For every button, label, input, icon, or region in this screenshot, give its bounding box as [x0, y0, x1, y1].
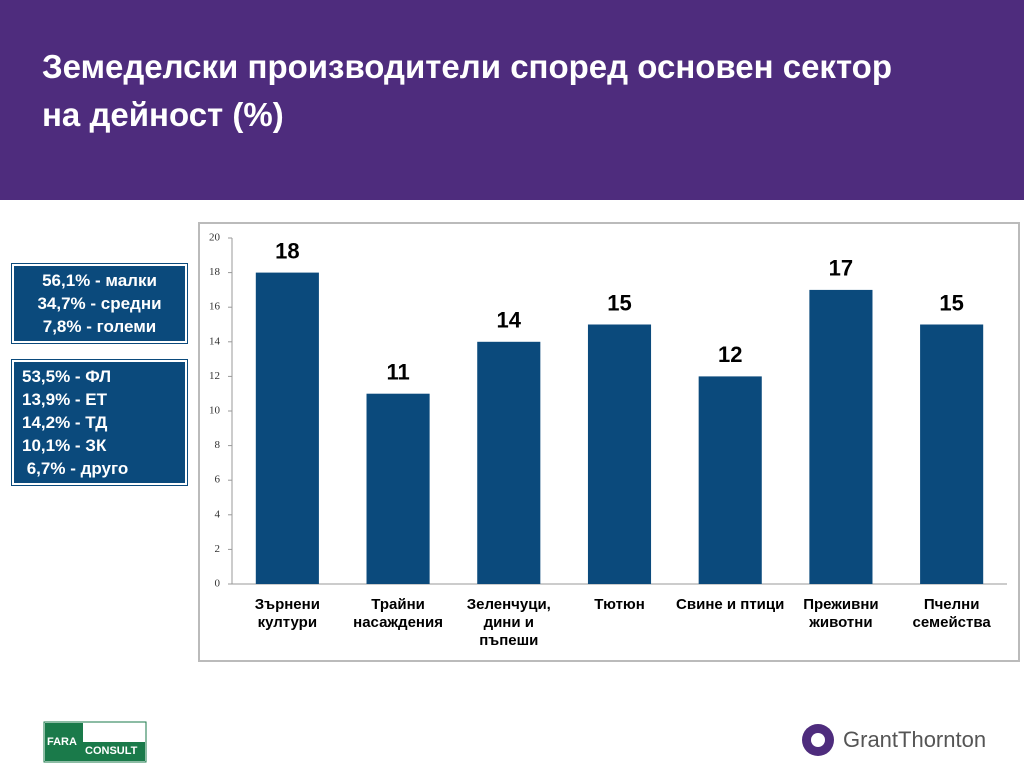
info-box: 53,5% - ФЛ 13,9% - ЕТ 14,2% - ТД 10,1% - ЗК…: [11, 359, 188, 486]
y-tick-label: 2: [215, 543, 221, 555]
logo-text: FARA: [47, 736, 77, 748]
y-tick-label: 8: [215, 439, 221, 451]
box-line: 10,1% - ЗК: [22, 436, 107, 455]
box-line: 7,8% - големи: [42, 317, 157, 336]
info-box: 56,1% - малки 34,7% - средни 7,8% - големи: [11, 263, 188, 344]
logo-text: GrantThornton: [843, 727, 986, 752]
x-tick-label: Преживни животни: [803, 596, 879, 631]
x-tick-label: Зърнени култури: [254, 596, 320, 631]
x-tick-label: Тютюн: [594, 596, 645, 613]
y-tick-label: 10: [209, 405, 221, 417]
y-tick-label: 14: [209, 335, 221, 347]
box-line: 14,2% - ТД: [22, 413, 108, 432]
y-tick-label: 18: [209, 266, 221, 278]
x-tick-label: Зеленчуци, дини и пъпеши: [466, 596, 551, 649]
logo-mark: [811, 733, 825, 747]
logo-block: [83, 742, 145, 761]
box-line: 53,5% - ФЛ: [22, 367, 112, 386]
title: Земеделски производители според основен …: [42, 48, 892, 85]
bar: [698, 376, 762, 584]
bar: [366, 393, 430, 584]
title: на дейност (%): [42, 96, 284, 133]
logo-block: [45, 723, 83, 761]
bar: [809, 289, 873, 584]
value-label: 15: [939, 290, 963, 315]
value-label: 17: [829, 256, 853, 281]
value-label: 12: [718, 342, 742, 367]
x-tick-label: Свине и птици: [676, 596, 785, 613]
value-label: 11: [386, 360, 409, 385]
value-label: 18: [275, 238, 299, 263]
x-tick-label: Пчелни семейства: [912, 596, 991, 631]
box-line: 6,7% - друго: [22, 459, 129, 478]
bar: [587, 324, 652, 584]
bar: [920, 324, 984, 584]
header: Земеделски производители според основен …: [0, 0, 1024, 200]
y-tick-label: 4: [215, 508, 221, 520]
chart-frame: [198, 222, 1020, 662]
logo-text: CONSULT: [85, 745, 138, 757]
box-line: 13,9% - ЕТ: [22, 390, 108, 409]
x-tick-label: Трайни насаждения: [353, 596, 443, 631]
bar: [477, 341, 541, 584]
box-line: 34,7% - средни: [37, 294, 162, 313]
value-label: 15: [607, 290, 631, 315]
y-tick-label: 12: [209, 370, 220, 382]
y-tick-label: 20: [209, 232, 221, 244]
y-tick-label: 6: [215, 474, 221, 486]
bar: [255, 272, 319, 584]
box-line: 56,1% - малки: [42, 271, 157, 290]
y-tick-label: 16: [209, 301, 221, 313]
y-tick-label: 0: [215, 578, 221, 590]
value-label: 14: [497, 308, 522, 333]
